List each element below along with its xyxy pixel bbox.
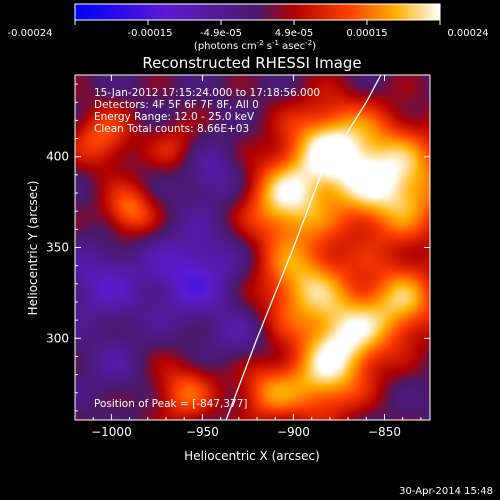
colorbar-tick-label: 4.9e-05	[275, 28, 313, 39]
y-axis-label: Heliocentric Y (arcsec)	[26, 181, 40, 316]
annotation-detectors: Detectors: 4F 5F 6F 7F 8F, All 0	[94, 99, 259, 111]
y-tick-label: 350	[46, 241, 69, 255]
colorbar	[74, 3, 441, 21]
colorbar-unit: (photons cm-2 s-1 asec-2)	[194, 39, 316, 52]
colorbar-tick-label: -4.9e-05	[200, 28, 242, 39]
colorbar-tick-label: -0.00024	[8, 28, 53, 39]
peak-position-label: Position of Peak = [-847,377]	[94, 398, 248, 410]
x-axis-label: Heliocentric X (arcsec)	[184, 449, 320, 463]
x-tick-label: −1000	[91, 425, 132, 439]
colorbar-tick-label: -0.00015	[128, 28, 173, 39]
chart-title: Reconstructed RHESSI Image	[142, 54, 361, 72]
colorbar-tick-label: 0.00015	[346, 28, 387, 39]
annotation-energy-range: Energy Range: 12.0 - 25.0 keV	[94, 111, 255, 123]
footer-timestamp: 30-Apr-2014 15:48	[399, 486, 493, 497]
x-tick-label: −850	[368, 425, 401, 439]
annotation-time-range: 15-Jan-2012 17:15:24.000 to 17:18:56.000	[94, 87, 320, 99]
heatmap-area	[75, 75, 430, 420]
heatmap-image	[75, 75, 430, 420]
y-axis-ticks: 300 350 400	[46, 83, 430, 412]
colorbar-tick-label: 0.00024	[447, 28, 488, 39]
annotation-clean-counts: Clean Total counts: 8.66E+03	[94, 123, 249, 135]
y-tick-label: 300	[46, 331, 69, 345]
x-tick-label: −900	[277, 425, 310, 439]
x-tick-label: −950	[186, 425, 219, 439]
y-tick-label: 400	[46, 150, 69, 164]
colorbar-ticks	[74, 20, 441, 25]
solar-limb-line	[225, 74, 382, 421]
x-axis-ticks: −1000 −950 −900 −850	[91, 75, 422, 439]
